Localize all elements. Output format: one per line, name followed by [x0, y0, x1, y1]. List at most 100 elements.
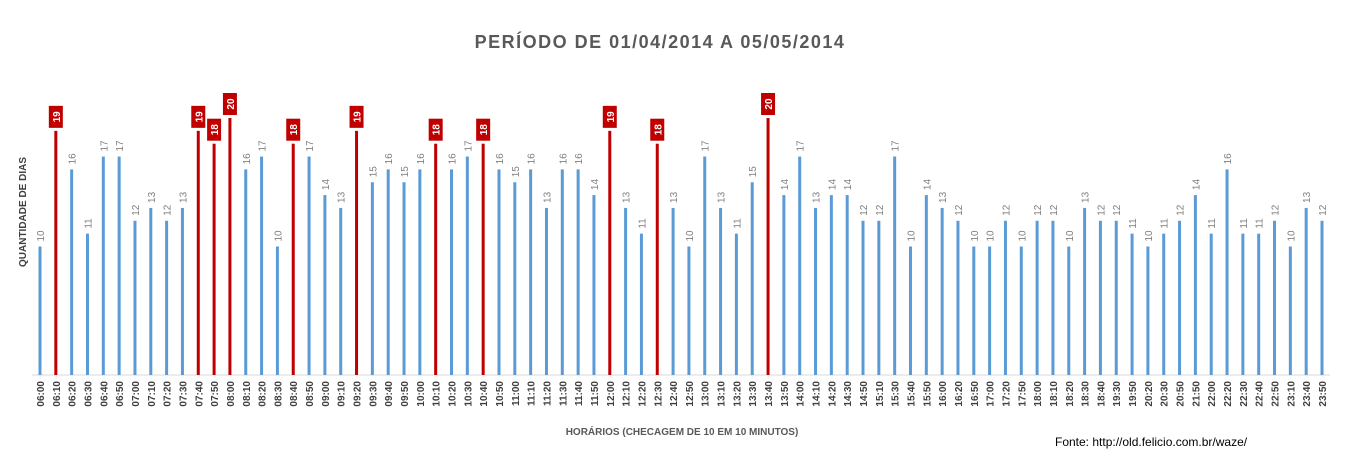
x-tick-label: 09:00 [321, 381, 332, 407]
bar [655, 143, 659, 375]
x-tick-label: 11:30 [558, 381, 569, 406]
value-label: 14 [1191, 179, 1202, 191]
bar [1019, 246, 1023, 375]
x-tick-label: 10:50 [495, 381, 506, 407]
value-label-box [207, 118, 222, 141]
value-label: 17 [463, 140, 474, 152]
value-label: 13 [669, 191, 680, 203]
value-label-box [761, 93, 776, 115]
x-tick-label: 11:40 [574, 381, 585, 406]
bar [1083, 207, 1087, 375]
value-label: 11 [1239, 218, 1250, 229]
bar [212, 143, 216, 375]
bar [750, 182, 754, 375]
value-label: 10 [1144, 230, 1155, 242]
x-tick-label: 13:30 [748, 381, 759, 407]
value-label: 13 [337, 191, 348, 203]
x-tick-label: 13:40 [764, 381, 775, 407]
x-tick-label: 12:40 [669, 381, 680, 407]
value-label: 20 [764, 98, 775, 110]
x-tick-label: 13:10 [717, 381, 728, 407]
bar [1225, 169, 1229, 375]
bar [719, 207, 723, 375]
x-tick-label: 17:00 [986, 381, 997, 407]
bar [893, 156, 897, 375]
bar [465, 156, 469, 375]
bar [1288, 246, 1292, 375]
value-label: 13 [1081, 191, 1092, 203]
value-label: 17 [258, 140, 269, 152]
value-label-box [602, 105, 617, 128]
x-tick-label: 17:20 [1001, 381, 1012, 407]
value-label: 16 [448, 153, 459, 165]
value-label-box [48, 105, 63, 128]
value-label: 14 [590, 179, 601, 191]
value-label: 12 [1033, 204, 1044, 216]
x-tick-label: 12:20 [637, 381, 648, 407]
bar [592, 195, 596, 375]
x-tick-label: 07:00 [131, 381, 142, 407]
bar [481, 143, 485, 375]
x-tick-label: 14:20 [827, 381, 838, 407]
x-tick-label: 19:50 [1128, 381, 1139, 407]
bar [861, 220, 865, 375]
value-label: 12 [1318, 204, 1329, 216]
value-label-box [222, 93, 237, 115]
bar [845, 195, 849, 375]
bar [639, 233, 643, 375]
x-tick-label: 06:50 [115, 381, 126, 407]
x-tick-label: 09:10 [337, 381, 348, 407]
x-tick-label: 07:20 [163, 381, 174, 407]
value-label: 18 [479, 124, 490, 136]
x-tick-label: 07:40 [194, 381, 205, 407]
bar [418, 169, 422, 375]
value-label: 18 [289, 124, 300, 136]
bar [149, 207, 153, 375]
bar [988, 246, 992, 375]
value-label: 12 [954, 204, 965, 216]
bar [1067, 246, 1071, 375]
value-label: 12 [859, 204, 870, 216]
x-tick-label: 18:00 [1033, 381, 1044, 407]
bar [434, 143, 438, 375]
bar [1178, 220, 1182, 375]
value-label: 20 [226, 98, 237, 110]
x-tick-label: 15:10 [875, 381, 886, 407]
x-tick-label: 11:00 [511, 381, 522, 406]
x-tick-label: 13:00 [701, 381, 712, 407]
value-label: 12 [1176, 204, 1187, 216]
value-label: 12 [1001, 204, 1012, 216]
x-tick-label: 13:50 [780, 381, 791, 407]
bar [260, 156, 264, 375]
y-axis-label: QUANTIDADE DE DIAS [18, 157, 29, 267]
x-tick-label: 23:10 [1286, 381, 1297, 407]
value-label: 13 [622, 191, 633, 203]
bar [1146, 246, 1150, 375]
bar [355, 130, 359, 375]
bar [497, 169, 501, 375]
x-tick-label: 11:10 [527, 381, 538, 406]
x-tick-label: 10:20 [448, 381, 459, 407]
value-label: 15 [400, 166, 411, 178]
value-label: 13 [938, 191, 949, 203]
x-tick-label: 18:40 [1096, 381, 1107, 407]
x-tick-label: 18:10 [1049, 381, 1060, 407]
x-tick-label: 13:20 [732, 381, 743, 407]
value-label: 13 [147, 191, 158, 203]
bar [291, 143, 295, 375]
x-tick-label: 20:50 [1176, 381, 1187, 407]
bar [196, 130, 200, 375]
x-tick-label: 16:00 [938, 381, 949, 407]
x-tick-label: 18:30 [1081, 381, 1092, 407]
value-label: 12 [131, 204, 142, 216]
bar [450, 169, 454, 375]
x-tick-label: 22:50 [1271, 381, 1282, 407]
x-tick-label: 11:50 [590, 381, 601, 406]
chart-title: PERÍODO DE 01/04/2014 A 05/05/2014 [475, 31, 846, 52]
value-label: 18 [432, 124, 443, 136]
value-label: 13 [1302, 191, 1313, 203]
bar [54, 130, 58, 375]
x-tick-label: 07:30 [178, 381, 189, 407]
value-label: 10 [685, 230, 696, 242]
value-label: 19 [353, 111, 364, 123]
